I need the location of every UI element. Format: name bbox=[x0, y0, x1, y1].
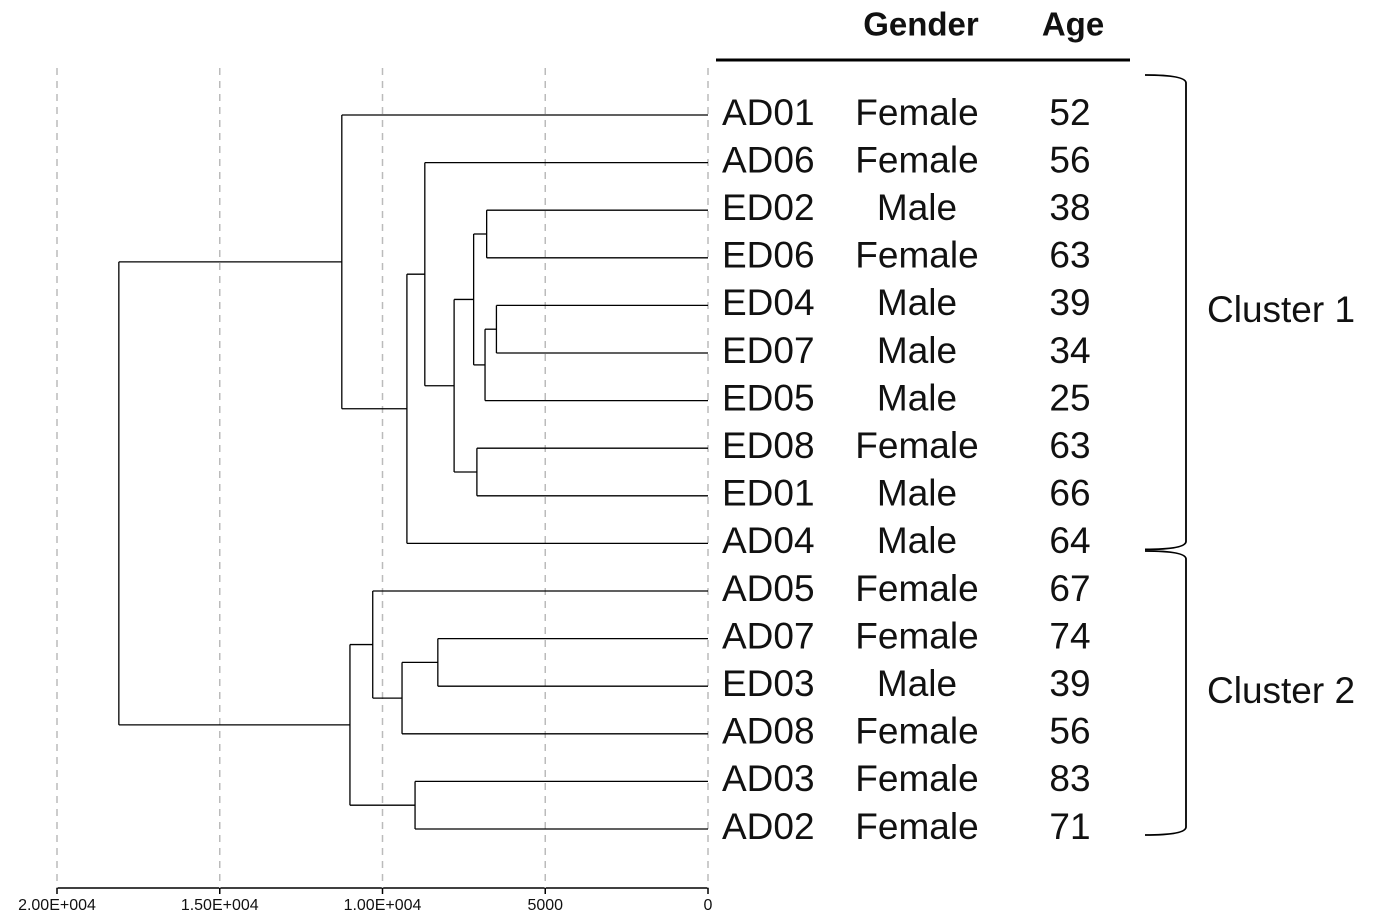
leaf-label: ED07 bbox=[722, 330, 815, 371]
column-header: Gender bbox=[863, 6, 979, 43]
gender: Male bbox=[877, 377, 957, 418]
leaf-label: ED08 bbox=[722, 425, 815, 466]
age: 56 bbox=[1049, 711, 1090, 752]
leaf-label: ED06 bbox=[722, 235, 815, 276]
leaf-label: AD01 bbox=[722, 92, 815, 133]
leaf-label: ED05 bbox=[722, 377, 815, 418]
x-tick-label: 2.00E+004 bbox=[18, 897, 96, 914]
gender: Female bbox=[855, 711, 978, 752]
age: 34 bbox=[1049, 330, 1090, 371]
age: 64 bbox=[1049, 520, 1090, 561]
gender: Female bbox=[855, 806, 978, 847]
age: 74 bbox=[1049, 615, 1090, 656]
leaf-label: ED01 bbox=[722, 473, 815, 514]
age: 67 bbox=[1049, 568, 1090, 609]
leaf-label: AD04 bbox=[722, 520, 815, 561]
x-tick-label: 1.50E+004 bbox=[181, 897, 259, 914]
gender: Female bbox=[855, 92, 978, 133]
x-tick-label: 1.00E+004 bbox=[344, 897, 422, 914]
cluster-bracket bbox=[1144, 74, 1187, 551]
age: 63 bbox=[1049, 425, 1090, 466]
gender: Male bbox=[877, 473, 957, 514]
leaf-label: AD02 bbox=[722, 806, 815, 847]
gender: Female bbox=[855, 568, 978, 609]
leaf-label: AD06 bbox=[722, 139, 815, 180]
leaf-label: AD07 bbox=[722, 615, 815, 656]
gender: Male bbox=[877, 520, 957, 561]
gender: Male bbox=[877, 663, 957, 704]
gender: Male bbox=[877, 330, 957, 371]
age: 39 bbox=[1049, 663, 1090, 704]
age: 83 bbox=[1049, 758, 1090, 799]
age: 25 bbox=[1049, 377, 1090, 418]
gender: Male bbox=[877, 282, 957, 323]
leaf-label: AD05 bbox=[722, 568, 815, 609]
cluster-label: Cluster 1 bbox=[1207, 289, 1355, 330]
gender: Female bbox=[855, 425, 978, 466]
age: 56 bbox=[1049, 139, 1090, 180]
leaf-label: AD03 bbox=[722, 758, 815, 799]
age: 63 bbox=[1049, 235, 1090, 276]
age: 39 bbox=[1049, 282, 1090, 323]
age: 71 bbox=[1049, 806, 1090, 847]
gender: Female bbox=[855, 235, 978, 276]
leaf-label: ED02 bbox=[722, 187, 815, 228]
column-header: Age bbox=[1042, 6, 1104, 43]
age: 38 bbox=[1049, 187, 1090, 228]
age: 52 bbox=[1049, 92, 1090, 133]
x-tick-label: 0 bbox=[704, 897, 713, 914]
gender: Female bbox=[855, 139, 978, 180]
leaf-label: ED04 bbox=[722, 282, 815, 323]
leaf-label: ED03 bbox=[722, 663, 815, 704]
leaf-label: AD08 bbox=[722, 711, 815, 752]
gender: Female bbox=[855, 615, 978, 656]
cluster-bracket bbox=[1144, 550, 1187, 836]
age: 66 bbox=[1049, 473, 1090, 514]
gender: Female bbox=[855, 758, 978, 799]
x-tick-label: 5000 bbox=[527, 897, 563, 914]
cluster-label: Cluster 2 bbox=[1207, 670, 1355, 711]
gender: Male bbox=[877, 187, 957, 228]
